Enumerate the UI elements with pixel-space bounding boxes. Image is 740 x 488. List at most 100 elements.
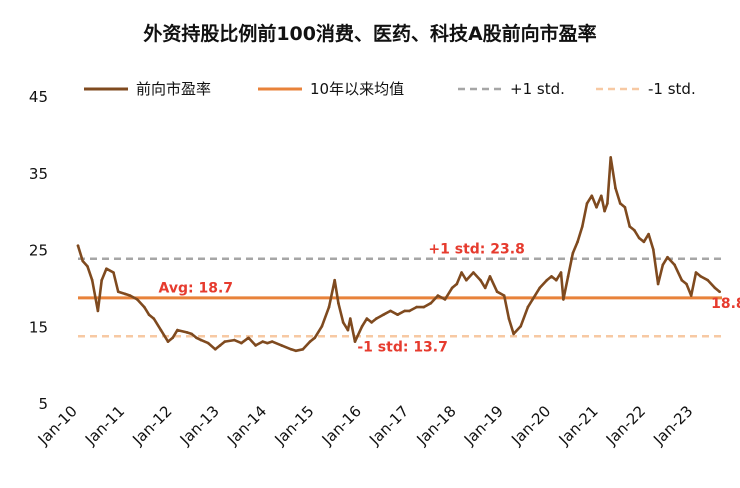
pe-data-point (661, 263, 665, 267)
pe-data-point (685, 282, 688, 286)
pe-data-point (590, 194, 594, 198)
y-tick-label: 15 (29, 318, 48, 336)
y-tick-label: 5 (38, 395, 48, 413)
pe-data-point (531, 298, 534, 301)
x-axis: Jan-10 Jan-11 Jan-12 Jan-13 Jan-14 Jan-15 Jan-… (34, 402, 697, 449)
reference-lines (78, 257, 722, 338)
pe-data-point (713, 286, 717, 290)
pe-data-point (320, 324, 324, 328)
pe-data-point (585, 202, 589, 205)
annotation-label: 18.8 (711, 296, 740, 312)
pe-data-point (370, 321, 373, 324)
pe-data-point (408, 309, 411, 313)
pe-data-point (483, 286, 487, 290)
pe-data-point (81, 259, 85, 263)
x-tick-label: Jan-18 (413, 402, 460, 449)
legend-label: 前向市盈率 (136, 80, 211, 98)
pe-data-point (618, 202, 622, 205)
legend: 前向市盈率 10年以来均值 +1 std. -1 std. (84, 80, 696, 98)
pe-data-point (595, 205, 598, 209)
pe-data-point (247, 336, 250, 340)
pe-data-point (623, 205, 627, 209)
pe-data-point (261, 340, 264, 343)
pe-data-point (86, 265, 89, 268)
pe-data-point (266, 341, 269, 345)
pe-data-point (333, 278, 336, 282)
pe-data-point (652, 248, 655, 251)
pe-data-point (270, 340, 274, 343)
pe-data-point (152, 317, 156, 320)
pe-data-point (550, 275, 553, 278)
pe-data-point (562, 298, 565, 301)
x-tick-label: Jan-19 (460, 402, 507, 449)
pe-data-point (606, 202, 609, 205)
pe-data-point (673, 263, 676, 267)
legend-label: -1 std. (648, 80, 696, 98)
pe-data-point (206, 341, 210, 345)
pe-data-point (382, 313, 385, 317)
pe-data-point (105, 267, 108, 270)
pe-data-point (559, 271, 563, 274)
pe-data-point (185, 331, 189, 334)
pe-data-point (609, 156, 613, 159)
x-tick-label: Jan-17 (365, 402, 412, 449)
legend-label: +1 std. (510, 80, 565, 98)
y-tick-label: 45 (29, 88, 48, 106)
x-tick-label: Jan-21 (555, 402, 602, 449)
pe-data-point (142, 305, 146, 309)
pe-data-point (666, 255, 669, 259)
pe-data-point (171, 336, 175, 340)
annotation-label: Avg: 18.7 (159, 280, 234, 296)
pe-data-point (443, 298, 447, 301)
pe-data-point (389, 309, 392, 313)
pe-data-point (280, 344, 283, 347)
x-tick-label: Jan-23 (649, 402, 696, 449)
pe-data-point (576, 240, 579, 244)
pe-data-point (628, 225, 631, 228)
pe-data-point (112, 271, 115, 274)
pe-data-point (699, 275, 702, 278)
pe-data-point (327, 305, 331, 309)
pe-data-point (450, 286, 454, 290)
pe-data-point (223, 340, 227, 343)
pe-data-point (680, 278, 684, 282)
pe-data-point (479, 278, 482, 282)
pe-data-point (254, 344, 257, 347)
pe-data-point (694, 271, 698, 274)
pe-data-point (464, 278, 468, 282)
pe-data-point (455, 282, 459, 286)
pe-data-point (289, 347, 293, 351)
pe-data-point (603, 209, 606, 213)
x-tick-label: Jan-13 (176, 402, 223, 449)
pe-data-point (176, 328, 179, 332)
pe-data-point (341, 321, 345, 324)
pe-data-point (375, 317, 378, 320)
pe-data-point (403, 309, 407, 313)
pe-data-point (346, 328, 350, 332)
pe-data-point (512, 332, 515, 336)
x-tick-label: Jan-20 (507, 402, 554, 449)
pe-data-point (706, 278, 710, 282)
pe-data-point (637, 236, 641, 240)
series-layer (76, 156, 721, 353)
pe-data-point (365, 317, 369, 320)
pe-data-point (460, 271, 463, 274)
pe-data-point (502, 294, 506, 297)
pe-data-point (147, 313, 151, 317)
pe-data-point (218, 344, 222, 347)
pe-data-point (360, 324, 364, 328)
pe-data-point (96, 309, 100, 313)
pe-data-point (135, 298, 139, 301)
pe-data-point (656, 282, 660, 286)
pe-data-point (308, 340, 312, 343)
x-tick-label: Jan-16 (318, 402, 365, 449)
pe-data-point (472, 271, 475, 274)
pe-data-point (429, 301, 433, 305)
pe-data-point (633, 229, 636, 232)
x-tick-label: Jan-15 (270, 402, 317, 449)
pe-data-point (313, 336, 317, 340)
pe-data-point (554, 278, 558, 282)
y-tick-label: 35 (29, 165, 48, 183)
pe-data-point (581, 225, 584, 228)
